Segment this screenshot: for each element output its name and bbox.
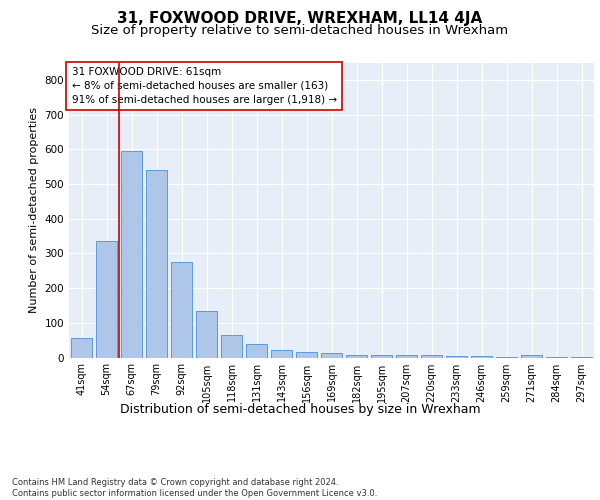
- Bar: [96, 241, 117, 358]
- Bar: [421, 355, 442, 358]
- Bar: [346, 354, 367, 358]
- Bar: [146, 170, 167, 358]
- Text: Contains HM Land Registry data © Crown copyright and database right 2024.
Contai: Contains HM Land Registry data © Crown c…: [12, 478, 377, 498]
- Bar: [71, 338, 92, 357]
- Bar: [446, 356, 467, 358]
- Text: 31 FOXWOOD DRIVE: 61sqm
← 8% of semi-detached houses are smaller (163)
91% of se: 31 FOXWOOD DRIVE: 61sqm ← 8% of semi-det…: [71, 67, 337, 105]
- Y-axis label: Number of semi-detached properties: Number of semi-detached properties: [29, 107, 39, 313]
- Bar: [296, 352, 317, 358]
- Text: Distribution of semi-detached houses by size in Wrexham: Distribution of semi-detached houses by …: [119, 402, 481, 415]
- Bar: [321, 353, 342, 358]
- Bar: [171, 262, 192, 358]
- Text: Size of property relative to semi-detached houses in Wrexham: Size of property relative to semi-detach…: [91, 24, 509, 37]
- Bar: [396, 356, 417, 358]
- Bar: [471, 356, 492, 358]
- Bar: [121, 151, 142, 358]
- Bar: [196, 310, 217, 358]
- Text: 31, FOXWOOD DRIVE, WREXHAM, LL14 4JA: 31, FOXWOOD DRIVE, WREXHAM, LL14 4JA: [118, 11, 482, 26]
- Bar: [246, 344, 267, 357]
- Bar: [371, 356, 392, 358]
- Bar: [221, 335, 242, 357]
- Bar: [271, 350, 292, 358]
- Bar: [521, 354, 542, 358]
